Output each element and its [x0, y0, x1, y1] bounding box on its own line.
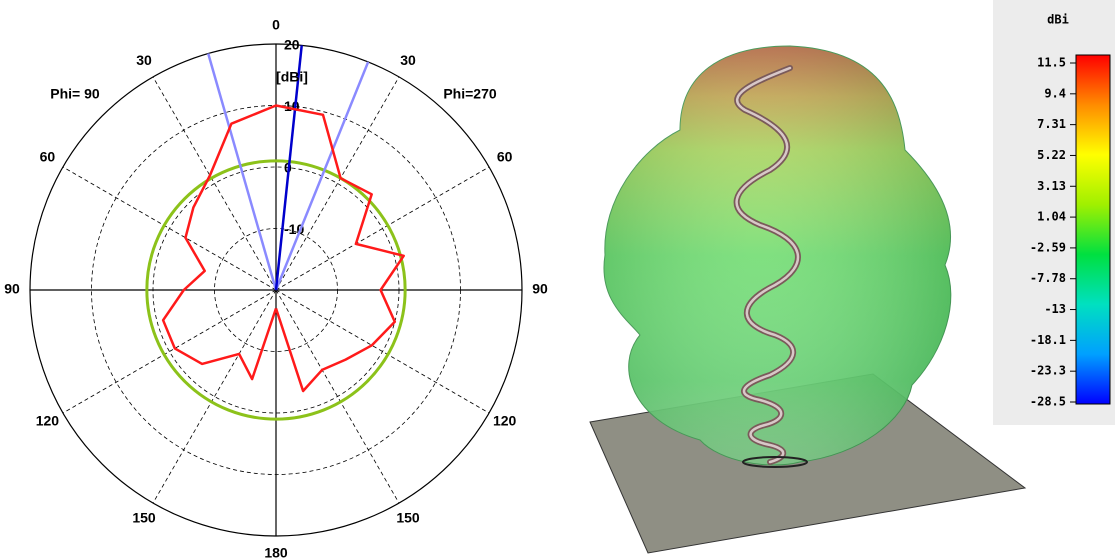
r-tick-label: 10 — [284, 98, 300, 114]
colorbar-label: -18.1 — [1030, 333, 1066, 347]
colorbar-label: 1.04 — [1037, 210, 1066, 224]
left-plane-label: Phi= 90 — [50, 86, 100, 102]
angle-label: 120 — [36, 413, 60, 429]
colorbar-label: -28.5 — [1030, 395, 1066, 409]
r-unit: [dBi] — [276, 69, 308, 85]
grid-spoke — [275, 289, 400, 504]
colorbar-label: -23.3 — [1030, 364, 1066, 378]
colorbar-title: dBi — [1047, 13, 1069, 27]
right-plane-label: Phi=270 — [443, 86, 497, 102]
colorbar: dBi 11.5 9.4 7.31 5.22 3.13 1.04 -2.59 -7.78 -13… — [993, 0, 1115, 425]
angle-label: 60 — [40, 149, 56, 165]
colorbar-label: 11.5 — [1037, 56, 1066, 70]
colorbar-label: -7.78 — [1030, 271, 1066, 285]
feed — [742, 456, 808, 468]
angle-label: 60 — [497, 149, 513, 165]
beam-edge — [274, 61, 370, 291]
colorbar-label: -13 — [1044, 302, 1066, 316]
colorbar-label: 3.13 — [1037, 179, 1066, 193]
colorbar-scale — [1075, 54, 1111, 405]
pattern-3d — [589, 45, 1027, 554]
grid-spoke — [275, 289, 490, 414]
angle-label: 90 — [4, 281, 20, 297]
beam-edge — [206, 53, 278, 291]
angle-label: 150 — [396, 509, 420, 525]
angle-label: 30 — [136, 52, 152, 68]
grid-spoke — [152, 289, 277, 504]
angle-label: 150 — [132, 509, 156, 525]
grid-spoke — [152, 76, 277, 291]
grid-spoke — [62, 166, 277, 291]
angle-label: 0 — [272, 17, 280, 33]
angle-label: 180 — [264, 545, 288, 558]
grid-spoke — [62, 289, 277, 414]
surface-shade — [603, 46, 951, 466]
reference-circle — [145, 159, 407, 421]
pattern-curve — [161, 104, 405, 393]
grid-spoke — [275, 76, 400, 291]
angle-label: 30 — [400, 52, 416, 68]
beam-direction — [274, 45, 303, 291]
colorbar-label: 9.4 — [1044, 86, 1066, 100]
angle-label: 90 — [532, 281, 548, 297]
angle-label: 120 — [493, 413, 517, 429]
colorbar-label: 5.22 — [1037, 148, 1066, 162]
grid-spoke — [275, 166, 490, 291]
r-tick-label: 20 — [284, 37, 300, 53]
colorbar-label: 7.31 — [1037, 117, 1066, 131]
helix-highlight — [735, 66, 800, 464]
colorbar-label: -2.59 — [1030, 240, 1066, 254]
polar-chart: 0306090120150180306090120150-1001020Phi=… — [4, 17, 548, 558]
